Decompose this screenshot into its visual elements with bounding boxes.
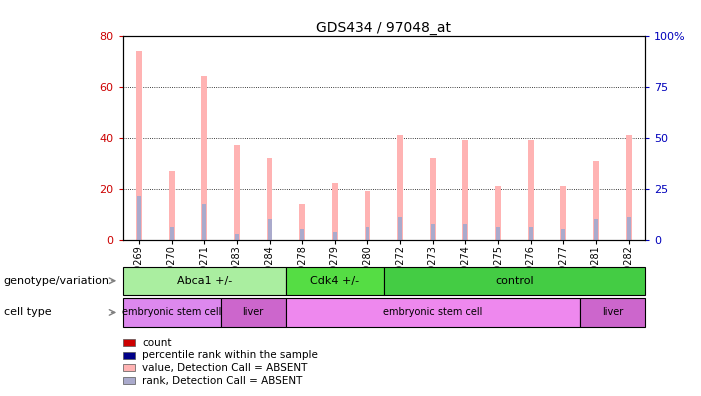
Text: liver: liver (601, 307, 623, 318)
Bar (201, 76, 207, 240)
Text: value, Detection Call = ABSENT: value, Detection Call = ABSENT (142, 363, 308, 373)
Title: GDS434 / 97048_at: GDS434 / 97048_at (316, 21, 451, 34)
Bar (136, 51, 142, 240)
Bar (397, 135, 403, 240)
Bar (300, 229, 304, 240)
Bar (528, 140, 533, 240)
Text: percentile rank within the sample: percentile rank within the sample (142, 350, 318, 360)
Bar (137, 196, 141, 240)
Bar (398, 217, 402, 240)
Bar (594, 219, 598, 240)
Bar (332, 183, 338, 240)
Bar (593, 160, 599, 240)
Text: embryonic stem cell: embryonic stem cell (122, 307, 222, 318)
Bar (169, 171, 175, 240)
Bar (333, 232, 336, 240)
Bar (268, 219, 271, 240)
Text: count: count (142, 337, 172, 348)
Bar (463, 140, 468, 240)
Text: embryonic stem cell: embryonic stem cell (383, 307, 482, 318)
Text: genotype/variation: genotype/variation (4, 276, 109, 286)
Bar (234, 145, 240, 240)
Bar (463, 224, 468, 240)
Bar (627, 217, 631, 240)
Bar (299, 204, 305, 240)
Bar (626, 135, 632, 240)
Bar (496, 227, 500, 240)
Bar (365, 191, 370, 240)
Bar (562, 229, 565, 240)
Bar (495, 186, 501, 240)
Bar (266, 158, 273, 240)
Bar (560, 186, 566, 240)
Text: cell type: cell type (4, 307, 51, 318)
Bar (235, 234, 239, 240)
Text: liver: liver (243, 307, 264, 318)
Text: Abca1 +/-: Abca1 +/- (177, 276, 232, 286)
Bar (431, 224, 435, 240)
Text: control: control (495, 276, 533, 286)
Bar (365, 227, 369, 240)
Text: Cdk4 +/-: Cdk4 +/- (311, 276, 360, 286)
Bar (529, 227, 533, 240)
Bar (170, 227, 174, 240)
Bar (203, 204, 206, 240)
Bar (430, 158, 436, 240)
Text: rank, Detection Call = ABSENT: rank, Detection Call = ABSENT (142, 375, 303, 386)
